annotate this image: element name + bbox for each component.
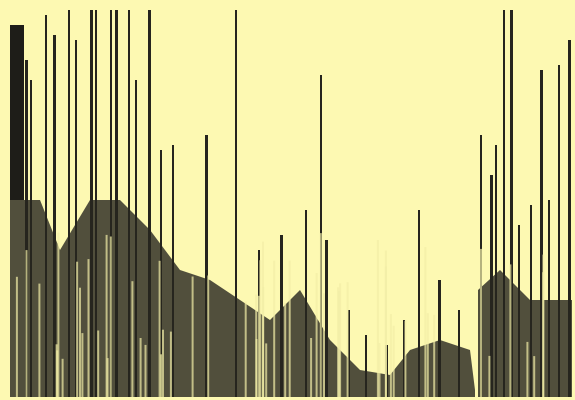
stripe xyxy=(68,10,70,397)
light-streak xyxy=(289,261,291,397)
light-streak xyxy=(160,354,162,397)
light-streak xyxy=(145,345,147,397)
stripe xyxy=(95,10,97,397)
stripe xyxy=(172,145,174,397)
light-streak xyxy=(273,261,275,397)
stripe xyxy=(530,205,532,397)
light-streak xyxy=(192,277,194,398)
light-streak xyxy=(323,293,325,397)
light-streak xyxy=(427,313,429,397)
light-streak xyxy=(88,259,90,397)
light-streak xyxy=(480,249,482,397)
light-streak xyxy=(79,288,81,397)
light-streak xyxy=(488,356,490,397)
stripe xyxy=(135,80,137,397)
light-streak xyxy=(265,343,267,397)
stripe xyxy=(548,200,550,397)
light-streak xyxy=(533,356,535,397)
light-streak xyxy=(131,281,133,397)
light-streak xyxy=(424,247,426,397)
stripe xyxy=(495,145,497,397)
light-streak xyxy=(106,235,108,397)
light-streak xyxy=(320,233,322,397)
stripe xyxy=(490,175,493,397)
light-streak xyxy=(338,291,340,397)
light-streak xyxy=(393,326,395,397)
stripe xyxy=(568,40,571,397)
stripe xyxy=(53,35,56,397)
light-streak xyxy=(284,303,286,397)
light-streak xyxy=(57,233,59,397)
stripe xyxy=(280,235,283,397)
stripe xyxy=(305,210,307,397)
light-streak xyxy=(207,276,209,398)
light-streak xyxy=(256,339,258,397)
stripe xyxy=(45,15,47,397)
light-streak xyxy=(162,330,164,397)
light-streak xyxy=(404,321,406,397)
page: (() => { const ns = 'http://www.w3.org/2… xyxy=(0,0,575,400)
light-streak xyxy=(16,277,18,397)
light-streak xyxy=(259,260,261,397)
light-streak xyxy=(110,237,112,398)
light-streak xyxy=(347,282,349,397)
light-streak xyxy=(97,331,99,398)
stripe xyxy=(90,10,93,397)
stripe xyxy=(128,10,130,397)
light-streak xyxy=(310,338,312,397)
light-streak xyxy=(433,315,435,397)
stripe xyxy=(148,10,151,397)
stripe xyxy=(235,10,237,397)
light-streak xyxy=(38,284,40,397)
stripe xyxy=(365,335,367,397)
light-streak xyxy=(262,287,264,397)
light-streak xyxy=(62,359,64,397)
stripe xyxy=(418,210,420,397)
stripe xyxy=(325,240,328,397)
light-streak xyxy=(170,332,172,397)
stripe xyxy=(458,310,460,397)
light-streak xyxy=(526,342,528,397)
dark-block xyxy=(10,25,24,200)
light-streak xyxy=(542,272,544,397)
light-streak xyxy=(81,333,83,397)
light-streak xyxy=(245,302,247,398)
light-streak xyxy=(26,250,28,397)
light-streak xyxy=(76,262,78,397)
stripe xyxy=(518,225,520,397)
light-streak xyxy=(509,264,511,397)
light-streak xyxy=(140,338,142,397)
stripe xyxy=(503,10,505,397)
stripe xyxy=(30,80,32,397)
light-streak xyxy=(385,267,387,398)
stripe-image xyxy=(0,0,575,400)
stripe xyxy=(558,65,560,397)
light-streak xyxy=(316,273,318,397)
stripe xyxy=(438,280,441,397)
light-streak xyxy=(379,343,381,397)
stripe xyxy=(115,10,118,397)
light-streak xyxy=(390,314,392,397)
